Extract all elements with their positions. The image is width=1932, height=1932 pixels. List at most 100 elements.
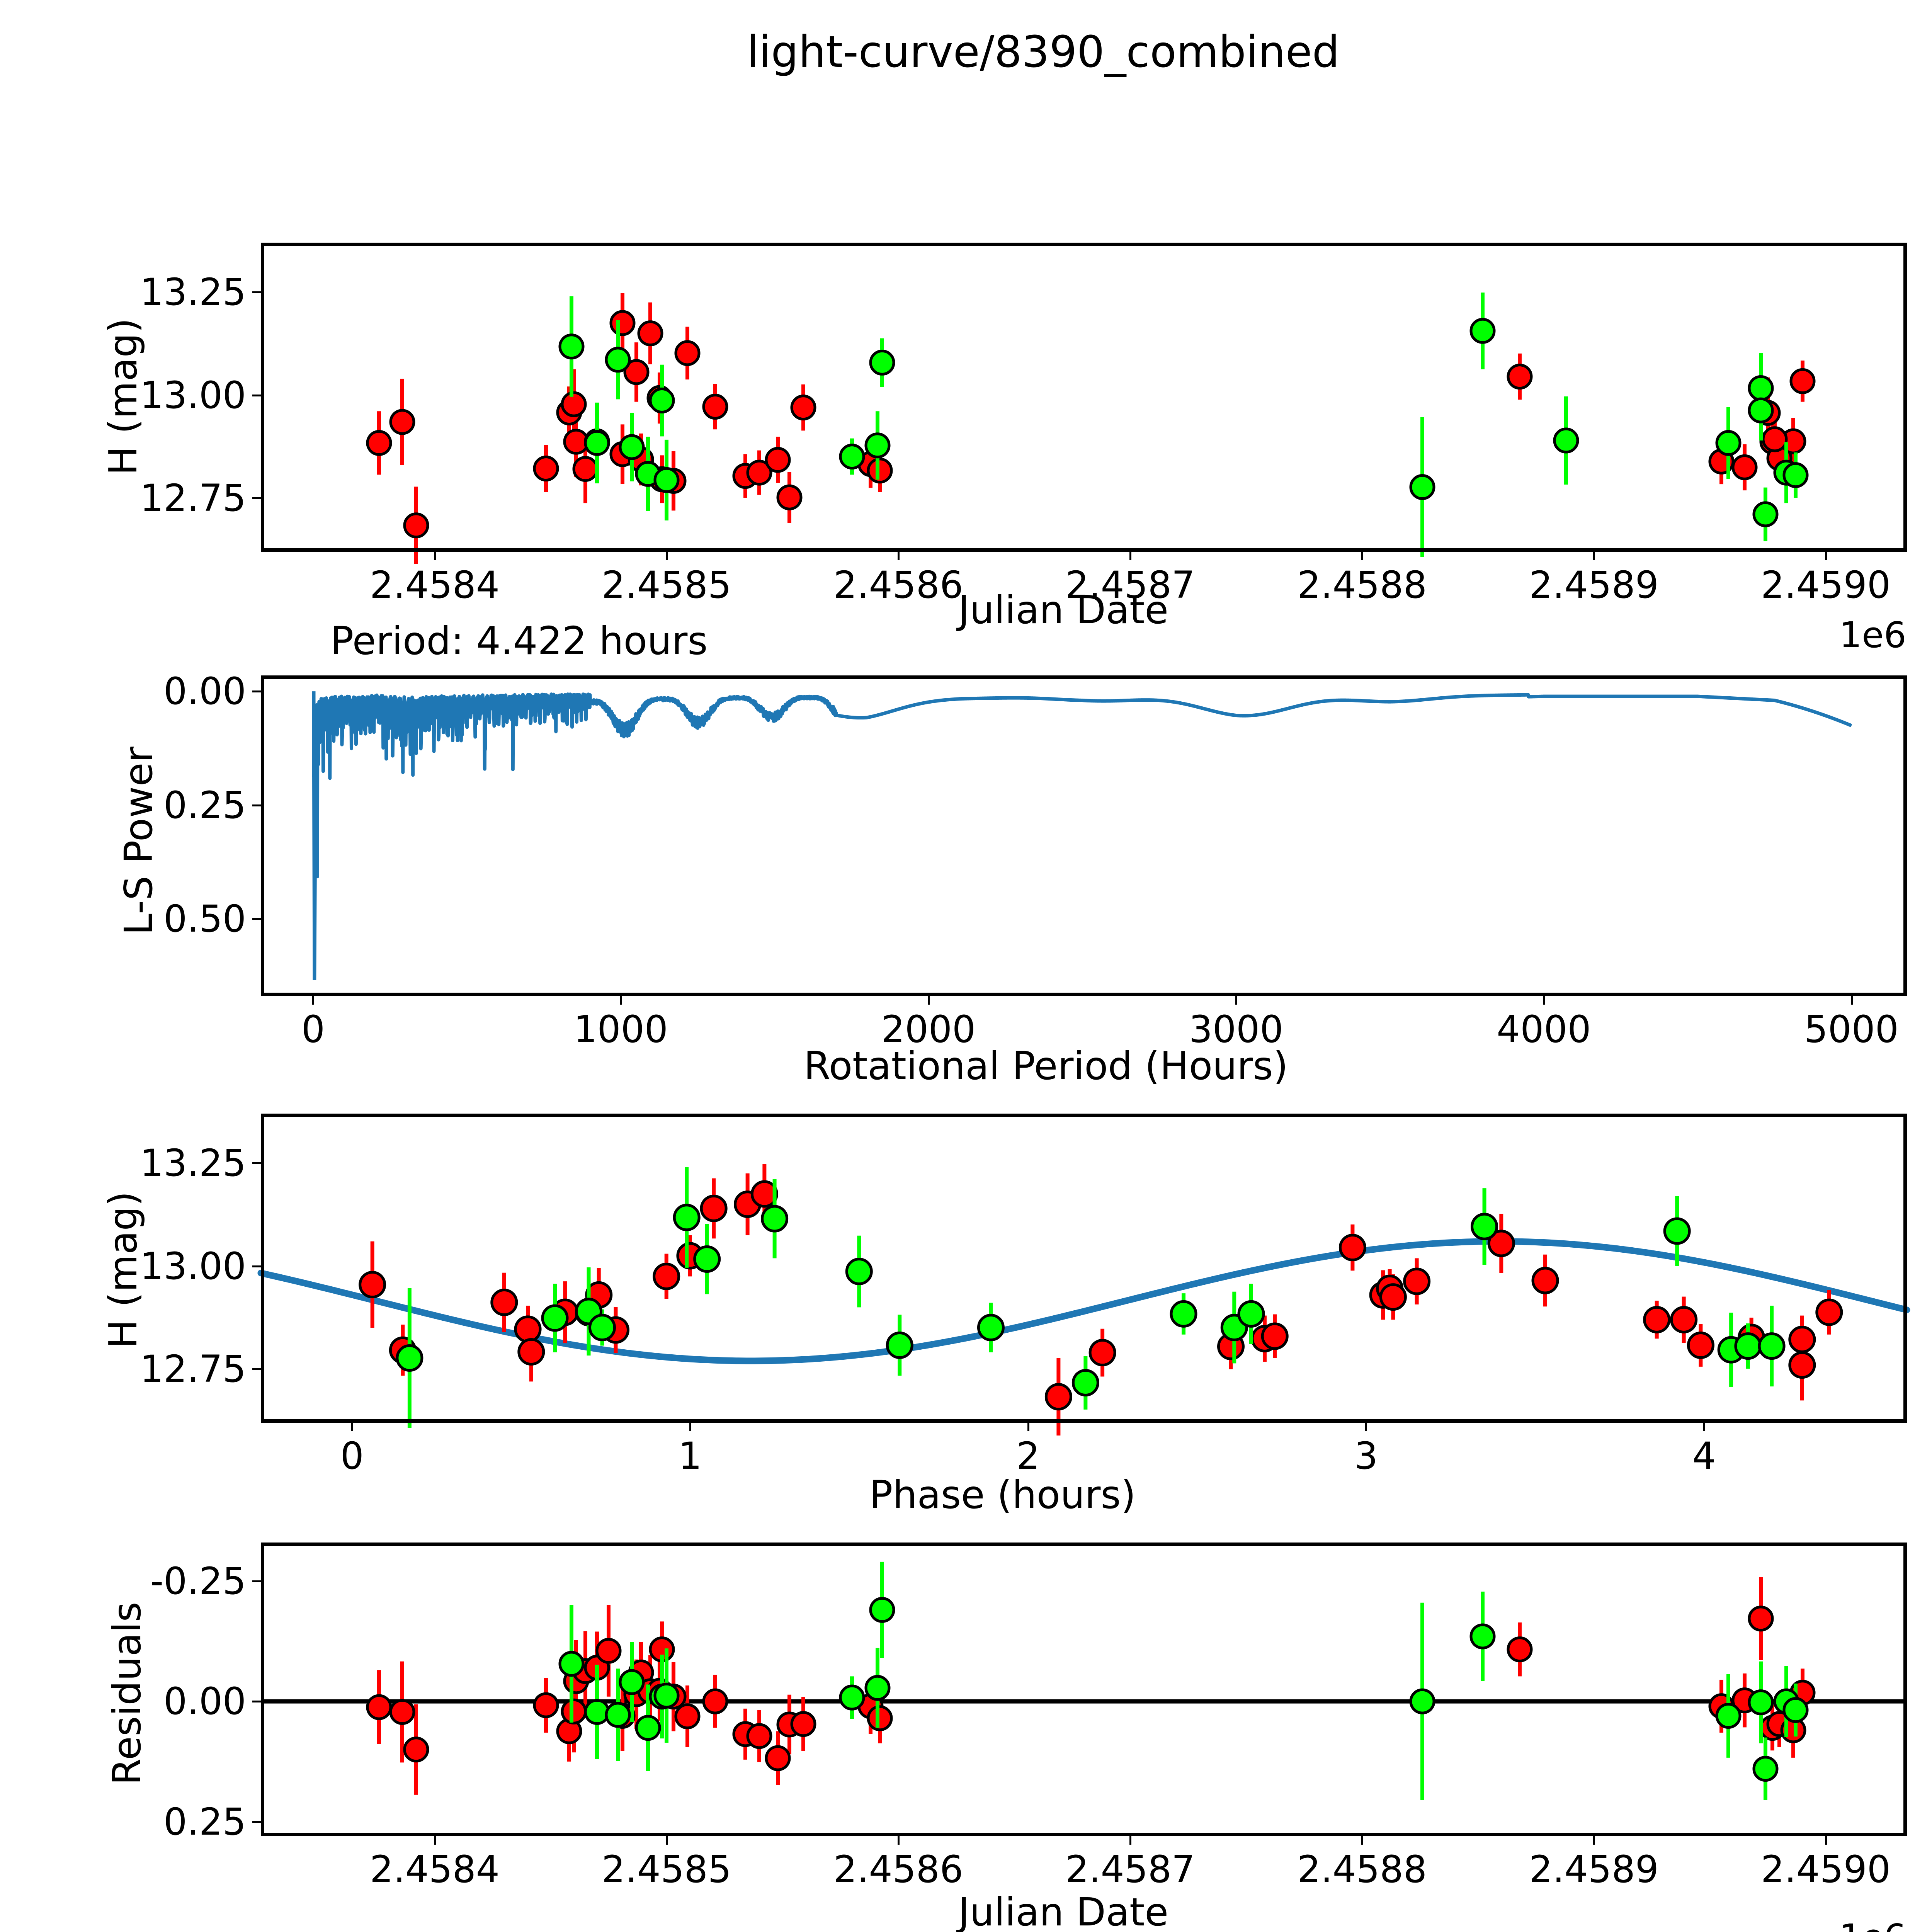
data-point [700, 1194, 728, 1222]
data-point [619, 434, 645, 460]
x-tick-label: 1000 [573, 1008, 668, 1051]
data-point [761, 1205, 789, 1233]
residuals-yaxis-label: Residuals [104, 1602, 150, 1785]
data-point [1379, 1283, 1407, 1311]
data-point [619, 1669, 645, 1695]
y-tick-mark [252, 804, 261, 806]
page-title: light-curve/8390_combined [747, 27, 1340, 77]
data-point [1731, 454, 1758, 480]
data-point [1670, 1306, 1698, 1333]
data-point [1782, 462, 1809, 488]
x-tick-mark [666, 1836, 668, 1845]
y-tick-label: 13.25 [140, 270, 246, 314]
data-point [635, 1715, 661, 1741]
x-tick-mark [312, 996, 315, 1005]
x-tick-label: 2.4590 [1761, 563, 1891, 607]
y-tick-label: 13.00 [140, 373, 246, 417]
x-tick-mark [434, 552, 436, 560]
data-point [403, 1736, 429, 1763]
data-point [845, 1258, 873, 1286]
x-tick-label: 2.4588 [1297, 1848, 1427, 1891]
data-point [839, 1684, 865, 1711]
data-point [1409, 474, 1435, 500]
data-point [1643, 1306, 1671, 1333]
x-tick-label: 2.4587 [1065, 563, 1195, 607]
data-point [776, 484, 803, 510]
y-tick-mark [252, 291, 261, 293]
data-point [869, 349, 895, 376]
data-point [649, 388, 675, 414]
data-point [839, 444, 865, 470]
data-point [1471, 1213, 1498, 1240]
x-tick-label: 2.4590 [1761, 1848, 1891, 1891]
data-point [1782, 1697, 1809, 1723]
x-tick-label: 2.4584 [370, 563, 500, 607]
periodogram-yaxis-label: L-S Power [116, 747, 161, 935]
data-point [1762, 426, 1788, 452]
data-point [1752, 501, 1779, 527]
x-tick-mark [898, 1836, 900, 1845]
y-tick-mark [252, 1701, 261, 1703]
panel-lightcurve [261, 243, 1907, 564]
data-point [1338, 1234, 1366, 1262]
x-tick-label: 3000 [1189, 1008, 1284, 1051]
data-point [366, 430, 392, 456]
data-point [1663, 1217, 1691, 1245]
data-point [790, 1711, 816, 1737]
x-tick-mark [927, 996, 930, 1005]
panel-phasefold [257, 1114, 1910, 1436]
x-tick-mark [689, 1423, 691, 1431]
x-tick-label: 2.4589 [1529, 1848, 1659, 1891]
y-tick-mark [252, 1368, 261, 1371]
panel-border [261, 1543, 1907, 1836]
y-tick-mark [252, 1821, 261, 1823]
panel-border [261, 675, 1907, 996]
x-tick-label: 2.4589 [1529, 563, 1659, 607]
panel-border [261, 1114, 1907, 1423]
x-tick-label: 2.4588 [1297, 563, 1427, 607]
data-point [533, 456, 559, 482]
data-point [1237, 1300, 1265, 1328]
y-tick-label: 12.75 [140, 476, 246, 520]
periodogram-xaxis-label: Rotational Period (Hours) [804, 1043, 1288, 1088]
data-point [977, 1314, 1005, 1342]
periodogram-plot-area [312, 691, 1853, 980]
data-point [359, 1271, 386, 1299]
data-point [1715, 430, 1742, 456]
x-tick-mark [1543, 996, 1545, 1005]
data-point [864, 1675, 891, 1701]
data-point [1507, 364, 1533, 390]
data-point [517, 1338, 545, 1366]
x-tick-label: 2.4586 [833, 1848, 963, 1891]
data-point [765, 1745, 791, 1771]
data-point [1748, 1689, 1774, 1716]
x-tick-mark [1703, 1423, 1706, 1431]
residuals-xaxis-label: Julian Date [958, 1889, 1168, 1932]
data-point [750, 1180, 778, 1208]
x-tick-mark [898, 552, 900, 560]
lightcurve-yaxis-label: H (mag) [100, 318, 146, 475]
y-tick-mark [252, 918, 261, 920]
y-tick-label: 0.25 [163, 783, 246, 827]
x-tick-mark [1365, 1423, 1367, 1431]
data-point [541, 1304, 569, 1332]
lightcurve-plot-area [366, 293, 1816, 564]
x-tick-label: 2.4586 [833, 563, 963, 607]
data-point [533, 1692, 559, 1718]
lightcurve-xaxis-label: Julian Date [958, 587, 1168, 633]
phasefold-yaxis-label: H (mag) [100, 1191, 146, 1349]
y-tick-label: 0.25 [163, 1800, 246, 1844]
x-tick-mark [1825, 1836, 1827, 1845]
x-tick-mark [434, 1836, 436, 1845]
data-point [1071, 1369, 1099, 1397]
data-point [653, 1682, 680, 1709]
data-point [389, 409, 415, 435]
data-point [674, 1703, 701, 1730]
data-point [490, 1289, 518, 1316]
x-tick-mark [620, 996, 622, 1005]
data-point [1687, 1331, 1714, 1359]
data-point [558, 333, 585, 360]
lightcurve-xaxis-offset: 1e6 [1839, 614, 1906, 656]
data-point [1487, 1230, 1515, 1257]
x-tick-mark [1027, 1423, 1029, 1431]
